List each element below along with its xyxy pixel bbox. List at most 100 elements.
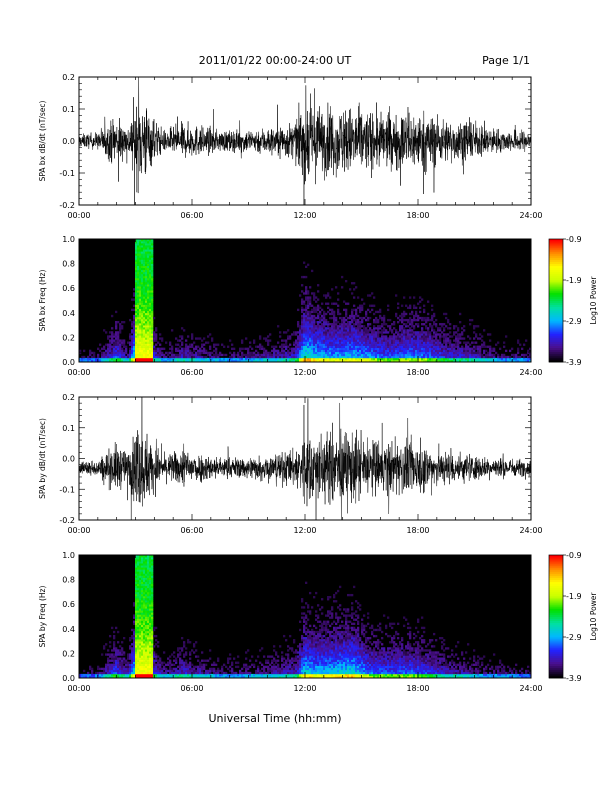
spectrogram-cell (453, 353, 456, 357)
spectrogram-cell (107, 667, 110, 671)
spectrogram-cell (111, 345, 114, 348)
colorbar-segment (549, 259, 563, 262)
spectrogram-cell (309, 325, 312, 328)
spectrogram-cell (335, 286, 338, 289)
spectrogram-cell (451, 349, 454, 353)
spectrogram-cell (175, 669, 178, 673)
spectrogram-cell (167, 673, 170, 677)
spectrogram-cell (141, 259, 144, 262)
spectrogram-cell (151, 275, 154, 279)
spectrogram-cell (279, 345, 282, 348)
spectrogram-cell (327, 343, 330, 346)
spectrogram-cell (481, 353, 484, 357)
spectrogram-cell (317, 290, 320, 293)
spectrogram-cell (483, 341, 486, 344)
spectrogram-cell (391, 355, 394, 359)
spectrogram-cell (135, 659, 138, 662)
spectrogram-cell (287, 357, 290, 361)
spectrogram-cell (135, 637, 138, 640)
spectrogram-cell (399, 345, 402, 348)
spectrogram-cell (355, 337, 358, 340)
spectrogram-cell (159, 353, 162, 357)
spectrogram-cell (397, 337, 400, 340)
spectrogram-cell (305, 329, 308, 332)
spectrogram-cell (337, 359, 340, 363)
spectrogram-cell (125, 359, 128, 363)
colorbar-label: Log10 Power (589, 276, 598, 325)
spectrogram-cell (445, 339, 448, 342)
spectrogram-cell (119, 349, 122, 353)
spectrogram-cell (267, 667, 270, 671)
colorbar-segment (549, 286, 563, 289)
spectrogram-cell (425, 343, 428, 346)
spectrogram-cell (133, 651, 136, 654)
spectrogram-cell (311, 327, 314, 330)
spectrogram-cell (313, 329, 316, 332)
spectrogram-cell (303, 333, 306, 336)
spectrogram-cell (147, 659, 150, 662)
spectrogram-cell (151, 673, 154, 677)
spectrogram-cell (135, 667, 138, 671)
spectrogram-cell (139, 292, 142, 295)
x-tick-label: 06:00 (180, 211, 203, 220)
spectrogram-cell (151, 616, 154, 619)
spectrogram-cell (143, 282, 146, 285)
spectrogram-cell (153, 634, 156, 638)
spectrogram-cell (525, 339, 528, 342)
spectrogram-cell (343, 327, 346, 330)
spectrogram-cell (361, 347, 364, 350)
spectrogram-cell (179, 675, 182, 679)
spectrogram-cell (295, 331, 298, 334)
spectrogram-cell (145, 606, 148, 609)
spectrogram-cell (267, 675, 270, 679)
spectrogram-cell (401, 337, 404, 340)
spectrogram-cell (311, 355, 314, 359)
spectrogram-cell (311, 357, 314, 361)
spectrogram-cell (377, 353, 380, 357)
spectrogram-cell (211, 669, 214, 673)
spectrogram-cell (95, 673, 98, 677)
spectrogram-cell (449, 355, 452, 359)
spectrogram-cell (401, 325, 404, 328)
spectrogram-cell (305, 304, 308, 307)
spectrogram-cell (107, 653, 110, 656)
spectrogram-cell (101, 653, 104, 656)
spectrogram-cell (149, 641, 152, 644)
spectrogram-cell (391, 351, 394, 355)
spectrogram-cell (193, 675, 196, 679)
spectrogram-cell (429, 318, 432, 322)
spectrogram-cell (139, 671, 142, 675)
spectrogram-cell (223, 663, 226, 666)
spectrogram-cell (133, 292, 136, 295)
spectrogram-cell (231, 357, 234, 361)
spectrogram-cell (245, 675, 248, 679)
spectrogram-cell (329, 353, 332, 357)
spectrogram-cell (185, 339, 188, 342)
spectrogram-cell (367, 337, 370, 340)
spectrogram-cell (405, 341, 408, 344)
spectrogram-cell (147, 667, 150, 671)
spectrogram-cell (143, 292, 146, 295)
spectrogram-cell (139, 298, 142, 301)
spectrogram-cell (215, 357, 218, 361)
spectrogram-cell (137, 577, 140, 580)
spectrogram-cell (403, 296, 406, 299)
spectrogram-cell (155, 329, 158, 332)
spectrogram-cell (433, 353, 436, 357)
spectrogram-cell (431, 329, 434, 332)
x-tick-label: 12:00 (293, 211, 316, 220)
spectrogram-cell (217, 359, 220, 363)
spectrogram-cell (369, 347, 372, 350)
spectrogram-cell (299, 333, 302, 336)
spectrogram-cell (113, 655, 116, 658)
spectrogram-cell (267, 669, 270, 673)
spectrogram-cell (411, 351, 414, 355)
spectrogram-cell (119, 651, 122, 654)
spectrogram-cell (147, 265, 150, 268)
spectrogram-cell (331, 325, 334, 328)
spectrogram-cell (425, 321, 428, 324)
spectrogram-cell (371, 359, 374, 363)
spectrogram-cell (315, 345, 318, 348)
spectrogram-cell (137, 273, 140, 277)
spectrogram-cell (181, 359, 184, 363)
